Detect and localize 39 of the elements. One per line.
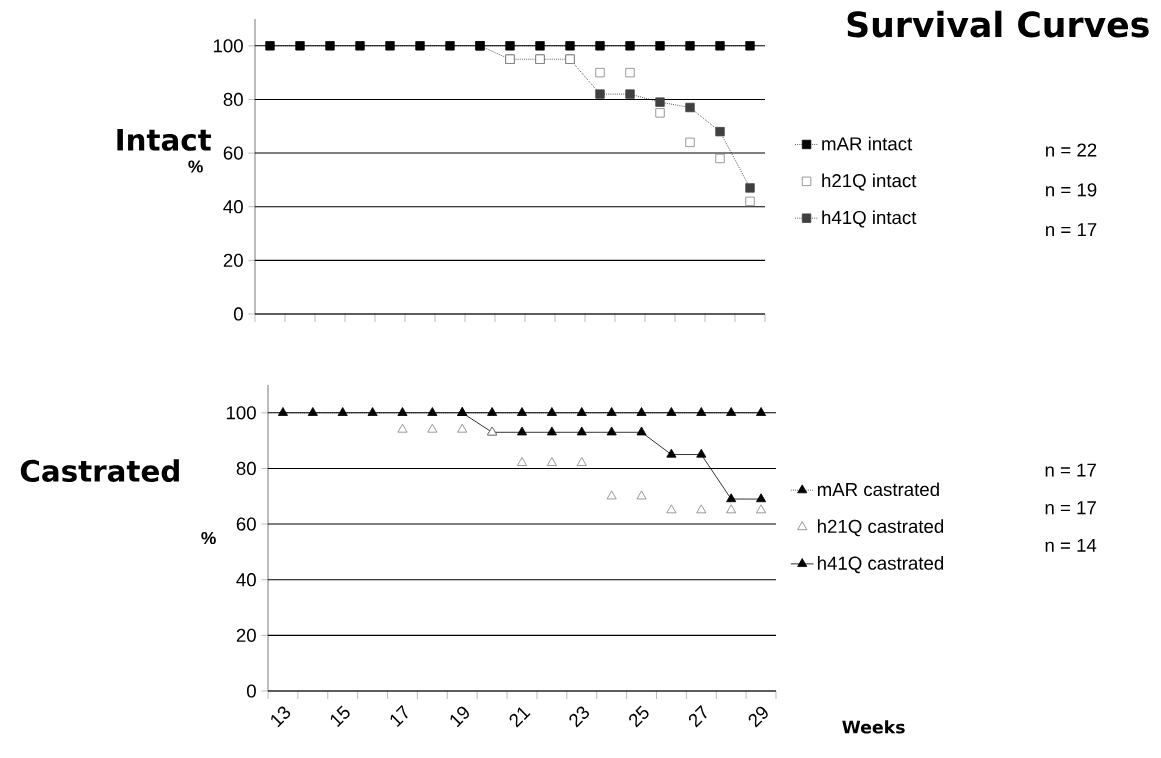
x-tick-label: 17 bbox=[390, 704, 408, 728]
y-tick-label: 40 bbox=[223, 200, 243, 214]
y-tick-label: 20 bbox=[223, 253, 243, 267]
y-tick-label: 80 bbox=[236, 461, 256, 476]
legend-label: mAR intact bbox=[822, 136, 913, 151]
y-tick-label: 0 bbox=[246, 684, 256, 698]
text: Intact bbox=[117, 129, 212, 151]
y-tick-label: 60 bbox=[223, 146, 243, 160]
x-tick-label: 21 bbox=[509, 707, 531, 728]
legend-label: h41Q intact bbox=[822, 210, 917, 228]
text: Castrated bbox=[20, 459, 179, 483]
text: n = 19 bbox=[1046, 183, 1097, 197]
x-tick-label: 29 bbox=[748, 706, 768, 728]
legend-label: h21Q intact bbox=[822, 173, 917, 191]
x-tick-label: 15 bbox=[330, 705, 350, 728]
x-tick-label: 19 bbox=[450, 706, 469, 728]
text: Survival Curves bbox=[847, 10, 1149, 38]
y-axis-title: % bbox=[188, 160, 203, 173]
legend-label: h21Q castrated bbox=[817, 519, 944, 537]
y-tick-label: 60 bbox=[236, 517, 256, 531]
text: n = 14 bbox=[1045, 538, 1097, 552]
y-tick-label: 100 bbox=[213, 39, 243, 53]
y-tick-label: 40 bbox=[236, 573, 256, 587]
legend-label: h41Q castrated bbox=[817, 556, 944, 574]
text: n = 17 bbox=[1045, 501, 1096, 515]
x-tick-label: 13 bbox=[271, 706, 291, 728]
y-tick-label: 100 bbox=[226, 406, 256, 420]
x-axis-title: Weeks bbox=[842, 720, 905, 734]
legend-label: mAR castrated bbox=[817, 482, 939, 497]
y-tick-label: 0 bbox=[233, 307, 243, 321]
text: n = 17 bbox=[1046, 223, 1097, 237]
y-tick-label: 20 bbox=[236, 628, 256, 642]
y-tick-label: 80 bbox=[223, 92, 243, 107]
text: n = 22 bbox=[1046, 143, 1097, 157]
x-tick-label: 23 bbox=[569, 706, 590, 728]
text: n = 17 bbox=[1045, 463, 1096, 477]
x-tick-label: 25 bbox=[629, 705, 649, 728]
y-axis-title: % bbox=[201, 531, 216, 545]
x-tick-label: 27 bbox=[688, 705, 707, 728]
